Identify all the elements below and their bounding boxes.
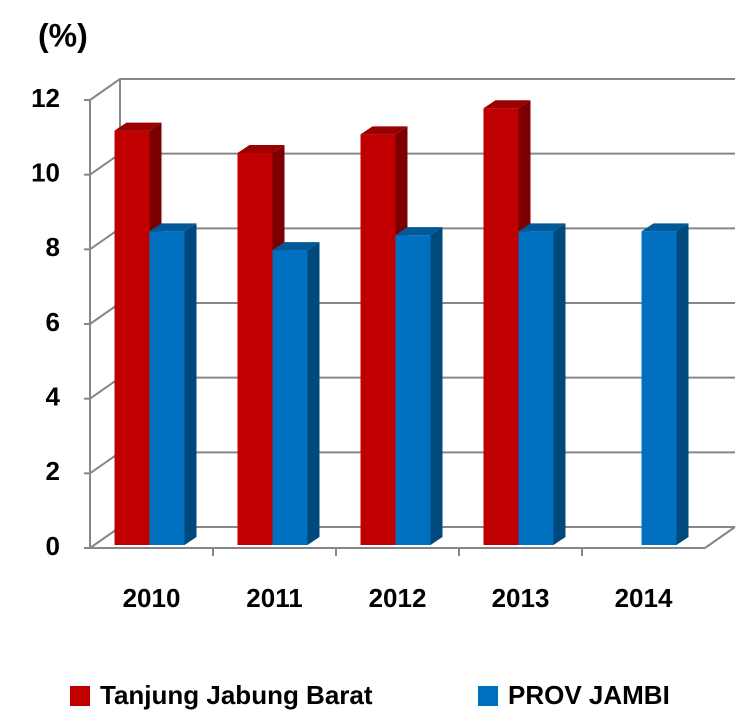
y-tick-label: 8	[46, 232, 60, 262]
y-tick-label: 6	[46, 307, 60, 337]
bar-top	[149, 223, 197, 232]
axis-label: (%)	[38, 17, 88, 53]
y-tick-label: 4	[46, 382, 61, 412]
bar-side	[430, 227, 443, 545]
bar-side	[676, 223, 689, 545]
bar-side	[307, 242, 320, 546]
axis-line	[704, 526, 736, 549]
bar-top	[395, 227, 443, 236]
bar-top	[483, 100, 531, 109]
y-tick-label: 2	[46, 456, 60, 486]
legend-label: PROV JAMBI	[508, 680, 670, 710]
bar-top	[360, 126, 408, 135]
bar-front	[483, 108, 519, 545]
bar-front	[395, 235, 431, 545]
bar-side	[553, 223, 566, 545]
bar-front	[114, 130, 150, 545]
bar-front	[149, 231, 185, 545]
y-tick-label: 10	[31, 158, 60, 188]
grid-line	[89, 78, 735, 101]
y-tick-label: 12	[31, 83, 60, 113]
x-tick-label: 2010	[123, 583, 181, 613]
legend-swatch	[70, 686, 90, 706]
bar-top	[114, 122, 162, 131]
bar-front	[641, 231, 677, 545]
legend-swatch	[478, 686, 498, 706]
bar-top	[237, 145, 285, 153]
bar-front	[360, 134, 396, 546]
y-tick-label: 0	[46, 531, 60, 561]
bar-top	[641, 223, 689, 232]
bar-front	[272, 250, 308, 546]
grid-line	[89, 152, 735, 176]
bar-front	[237, 153, 273, 545]
bar-top	[518, 223, 566, 232]
x-tick-label: 2014	[615, 583, 673, 613]
x-tick-label: 2012	[369, 583, 427, 613]
bar-front	[518, 231, 554, 545]
bar-top	[272, 242, 320, 251]
x-tick-label: 2011	[246, 583, 302, 613]
legend-label: Tanjung Jabung Barat	[100, 680, 373, 710]
bar-side	[184, 223, 197, 545]
x-tick-label: 2013	[492, 583, 550, 613]
